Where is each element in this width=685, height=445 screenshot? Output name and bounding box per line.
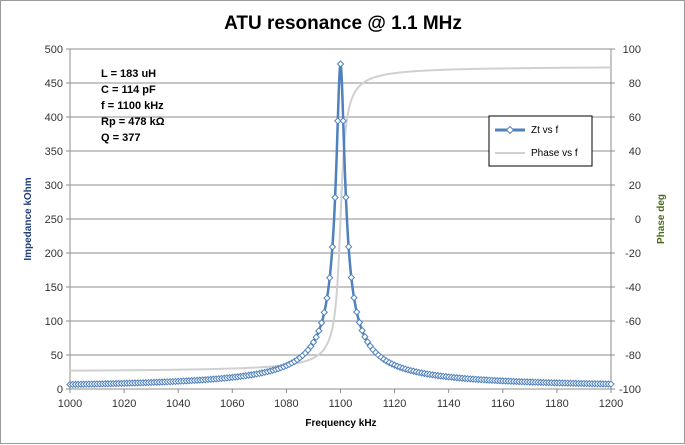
x-tick-label: 1100	[329, 398, 353, 410]
x-tick-label: 1180	[545, 398, 569, 410]
y-tick-label: 350	[45, 146, 63, 158]
y2-tick-label: 0	[635, 214, 641, 226]
legend-zt-marker	[505, 125, 515, 135]
y2-tick-label: -60	[625, 316, 641, 328]
y-tick-label: 100	[45, 316, 63, 328]
x-tick-label: 1060	[220, 398, 244, 410]
impedance-point	[350, 294, 358, 302]
impedance-point	[355, 318, 364, 327]
impedance-point	[358, 326, 366, 335]
x-tick-label: 1080	[274, 398, 298, 410]
impedance-point	[320, 308, 328, 317]
impedance-point	[353, 308, 361, 316]
impedance-point	[317, 319, 326, 327]
y-tick-label: 150	[45, 282, 63, 294]
impedance-point	[312, 333, 320, 341]
y2-tick-label: -80	[625, 350, 641, 362]
x-tick-label: 1020	[112, 398, 136, 410]
x-tick-label: 1120	[383, 398, 407, 410]
annotation-capacitance: C = 114 pF	[101, 84, 156, 96]
y2-tick-label: 100	[623, 44, 641, 56]
parameter-annotations: L = 183 uH C = 114 pF f = 1100 kHz Rp = …	[101, 68, 165, 144]
y-axis-right: -100 -80 -60 -40 -20 0 20 40 60 80 100	[611, 44, 641, 396]
impedance-point	[328, 243, 337, 251]
legend-phase-label: Phase vs f	[531, 148, 578, 159]
impedance-point	[363, 338, 372, 346]
x-tick-label: 1000	[58, 398, 82, 410]
legend-zt-label: Zt vs f	[531, 125, 558, 136]
x-tick-label: 1040	[166, 398, 190, 410]
y2-tick-label: -40	[625, 282, 641, 294]
y2-tick-label: 20	[629, 180, 641, 192]
impedance-point	[347, 273, 356, 282]
x-tick-label: 1160	[491, 398, 515, 410]
y-tick-label: 400	[45, 112, 63, 124]
y-tick-label: 300	[45, 180, 63, 192]
impedance-point	[307, 342, 315, 351]
chart-title: ATU resonance @ 1.1 MHz	[224, 13, 462, 34]
annotation-inductance: L = 183 uH	[101, 68, 156, 80]
y2-axis-label: Phase deg	[656, 194, 667, 244]
annotation-q: Q = 377	[101, 132, 140, 144]
annotation-frequency: f = 1100 kHz	[101, 100, 164, 112]
y-axis-label: Impedance kOhm	[23, 177, 34, 260]
y-tick-label: 500	[45, 44, 63, 56]
y2-tick-label: -20	[625, 248, 641, 260]
y2-tick-label: 60	[629, 112, 641, 124]
phase-line	[70, 66, 611, 372]
y2-tick-label: -100	[619, 384, 641, 396]
impedance-point	[323, 294, 331, 302]
impedance-series	[66, 60, 615, 389]
impedance-point	[315, 327, 323, 335]
legend-box	[488, 115, 593, 167]
y-tick-label: 450	[45, 78, 63, 90]
x-tick-label: 1140	[437, 398, 461, 410]
impedance-point	[339, 117, 347, 125]
annotation-rp: Rp = 478 kΩ	[101, 116, 165, 128]
y2-tick-label: 40	[629, 146, 641, 158]
legend: Zt vs f Phase vs f	[488, 115, 593, 167]
impedance-point	[342, 193, 350, 202]
y2-tick-label: 80	[629, 78, 641, 90]
y-axis-left: 0 50 100 150 200 250 300 350 400 450 500	[45, 44, 70, 396]
y-tick-label: 0	[57, 384, 63, 396]
phase-series	[70, 66, 611, 372]
x-axis-label: Frequency kHz	[305, 418, 376, 429]
x-tick-label: 1200	[599, 398, 623, 410]
impedance-point	[331, 193, 339, 202]
y-tick-label: 50	[51, 350, 63, 362]
impedance-point	[607, 380, 615, 388]
x-axis: 1000 1020 1040 1060 1080 1100 1120 1140 1160 1180…	[58, 389, 623, 410]
y-tick-label: 250	[45, 214, 63, 226]
impedance-point	[361, 333, 369, 341]
impedance-point	[334, 117, 342, 125]
y-tick-label: 200	[45, 248, 63, 260]
impedance-point	[344, 242, 353, 251]
impedance-point	[309, 338, 318, 346]
impedance-point	[325, 274, 334, 282]
impedance-point	[336, 60, 345, 68]
